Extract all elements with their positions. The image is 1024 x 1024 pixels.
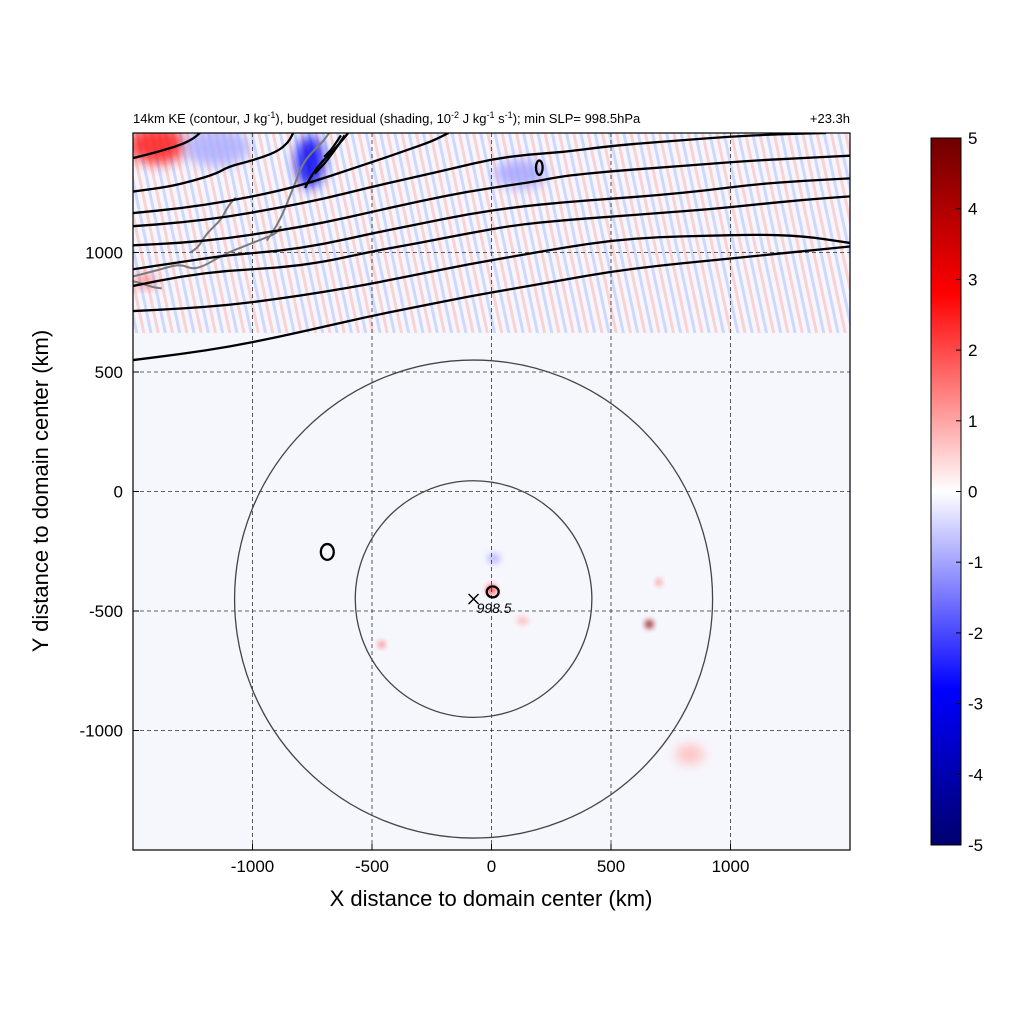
shading-spot bbox=[675, 744, 705, 764]
colorbar-ticks: 5 4 3 2 1 0 -1 -2 -3 -4 -5 bbox=[956, 129, 983, 855]
shading-spot bbox=[183, 133, 251, 167]
min-slp-marker bbox=[468, 593, 480, 605]
x-tick-label: 0 bbox=[487, 857, 496, 876]
shading-spot bbox=[378, 641, 385, 648]
shading-spot bbox=[644, 619, 654, 629]
x-axis: -1000 -500 0 500 1000 bbox=[231, 844, 750, 876]
ke-contour bbox=[133, 133, 827, 228]
x-tick-label: 500 bbox=[597, 857, 625, 876]
range-ring-layer bbox=[233, 359, 714, 839]
x-tick-label: 1000 bbox=[712, 857, 750, 876]
x-axis-label: X distance to domain center (km) bbox=[330, 886, 653, 911]
ke-contour-closed bbox=[534, 159, 544, 176]
colorbar-tick-label: 3 bbox=[968, 270, 977, 289]
y-tick-label: 1000 bbox=[85, 244, 123, 263]
ke-contour bbox=[133, 133, 201, 160]
shading-spot bbox=[133, 133, 186, 165]
range-ring bbox=[354, 480, 593, 719]
ke-contour bbox=[133, 195, 850, 288]
colorbar-tick-label: -5 bbox=[968, 836, 983, 855]
ke-contour bbox=[133, 177, 850, 271]
ke-contour bbox=[323, 134, 342, 158]
ke-contour bbox=[133, 245, 850, 362]
shading-spot bbox=[655, 578, 662, 586]
colorbar-tick-label: 2 bbox=[968, 341, 977, 360]
chart-title: 14km KE (contour, J kg-1), budget residu… bbox=[133, 110, 641, 126]
ke-contour-closed bbox=[319, 542, 335, 562]
y-axis-label: Y distance to domain center (km) bbox=[28, 330, 53, 652]
range-ring bbox=[233, 359, 714, 839]
ke-contour bbox=[133, 154, 850, 247]
coastline bbox=[266, 133, 330, 242]
ke-contour bbox=[133, 233, 850, 313]
plot-area: 998.5 bbox=[133, 133, 850, 850]
colorbar-tick-label: -3 bbox=[968, 695, 983, 714]
colorbar-tick-label: -4 bbox=[968, 765, 983, 784]
ke-contour-layer bbox=[133, 133, 850, 599]
y-axis: -1000 -500 0 500 1000 bbox=[80, 244, 139, 741]
colorbar-tick-label: -1 bbox=[968, 553, 983, 572]
y-tick-label: -500 bbox=[89, 602, 123, 621]
coastline-layer bbox=[133, 133, 330, 290]
coastline bbox=[133, 225, 283, 278]
ke-contour bbox=[133, 133, 449, 215]
colorbar-tick-label: 0 bbox=[968, 483, 977, 502]
y-tick-label: 0 bbox=[114, 483, 123, 502]
ke-contour-closed bbox=[485, 585, 500, 599]
coastline bbox=[189, 196, 237, 254]
y-tick-label: -1000 bbox=[80, 722, 123, 741]
x-tick-label: -1000 bbox=[231, 857, 274, 876]
center-marker-layer: 998.5 bbox=[468, 593, 512, 616]
colorbar-tick-label: 4 bbox=[968, 200, 977, 219]
colorbar-tick-label: 1 bbox=[968, 412, 977, 431]
y-tick-label: 500 bbox=[95, 363, 123, 382]
colorbar-tick-label: -2 bbox=[968, 624, 983, 643]
colorbar-tick-label: 5 bbox=[968, 129, 977, 148]
colorbar: 5 4 3 2 1 0 -1 -2 -3 -4 -5 bbox=[930, 129, 983, 855]
shading-spot bbox=[516, 616, 529, 625]
shading-spot bbox=[486, 552, 502, 565]
x-tick-label: -500 bbox=[355, 857, 389, 876]
ke-contour bbox=[133, 133, 295, 193]
ke-contour bbox=[313, 134, 346, 175]
min-slp-label: 998.5 bbox=[477, 600, 512, 616]
time-label: +23.3h bbox=[810, 111, 850, 126]
